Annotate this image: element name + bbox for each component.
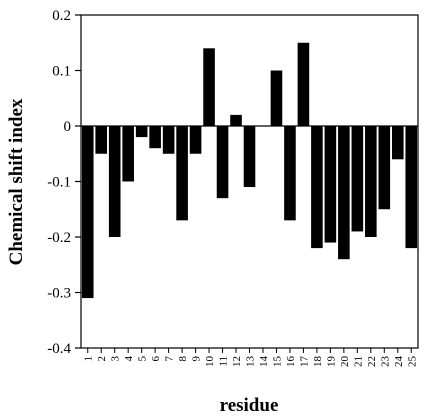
x-tick-label: 23 [379,356,391,368]
bar [135,126,148,138]
x-tick-label: 19 [325,356,337,368]
x-tick-label: 9 [191,356,203,362]
x-tick-label: 24 [393,356,405,368]
bar [176,126,188,221]
x-tick-label: 16 [285,356,297,368]
x-tick-label: 8 [177,356,189,362]
bar [270,70,283,126]
bar [95,126,108,154]
y-tick-label: -0.1 [47,175,71,191]
x-tick-label: 22 [366,356,378,367]
bar [203,48,215,126]
bar [216,126,229,199]
bar [243,126,256,188]
bar [311,126,323,249]
bar [162,126,175,154]
x-tick-label: 15 [271,356,283,368]
x-tick-label: 1 [83,356,95,362]
bar [108,126,121,237]
bar [284,126,296,221]
bar [378,126,391,210]
y-tick-label: 0 [64,119,72,135]
bar [351,126,364,232]
x-tick-label: 2 [96,356,108,362]
x-tick-label: 12 [231,356,243,367]
bar [391,126,404,160]
x-tick-label: 3 [110,356,122,362]
bar [297,42,310,126]
y-axis: 0.2 0.1 0 -0.1 -0.2 -0.3 -0.4 [47,8,81,357]
x-tick-label: 10 [204,356,216,368]
bar [122,126,134,182]
y-axis-title: Chemical shift index [6,98,27,265]
y-tick-label: 0.2 [52,8,71,24]
x-tick-label: 14 [258,356,270,368]
bar [81,126,94,299]
y-tick-label: -0.2 [47,230,71,246]
bar [338,126,350,260]
x-tick-label: 18 [312,356,324,368]
x-tick-label: 5 [137,356,149,362]
bar [324,126,337,243]
x-tick-label: 7 [164,356,176,362]
bar [189,126,202,154]
bar [149,126,161,149]
bars [81,42,418,299]
x-tick-label: 21 [352,356,364,367]
x-axis-title: residue [220,395,279,416]
y-tick-label: -0.4 [47,341,71,357]
x-tick-label: 17 [298,356,310,368]
x-tick-label: 11 [218,356,230,367]
y-tick-label: -0.3 [47,286,71,302]
bar [365,126,377,237]
bar [230,114,242,126]
x-tick-label: 20 [339,356,351,368]
x-tick-label: 25 [406,356,418,368]
x-tick-label: 4 [123,356,135,362]
x-tick-label: 13 [245,356,257,368]
x-axis: 1 2 3 4 5 6 7 8 9 10 11 12 13 14 15 16 17 18 19 20 21 22 23 24 2… [83,348,418,368]
y-tick-label: 0.1 [52,64,71,80]
bar [405,126,418,249]
x-tick-label: 6 [150,356,162,362]
